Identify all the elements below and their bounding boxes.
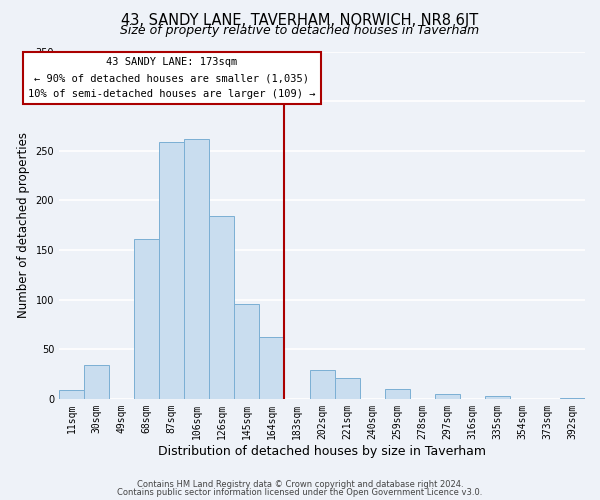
Text: Contains HM Land Registry data © Crown copyright and database right 2024.: Contains HM Land Registry data © Crown c… — [137, 480, 463, 489]
Text: 43 SANDY LANE: 173sqm
← 90% of detached houses are smaller (1,035)
10% of semi-d: 43 SANDY LANE: 173sqm ← 90% of detached … — [28, 58, 316, 98]
X-axis label: Distribution of detached houses by size in Taverham: Distribution of detached houses by size … — [158, 444, 486, 458]
Bar — [310, 370, 335, 399]
Text: Size of property relative to detached houses in Taverham: Size of property relative to detached ho… — [121, 24, 479, 37]
Bar — [235, 304, 259, 399]
Bar — [134, 239, 159, 399]
Bar — [485, 396, 510, 399]
Bar — [435, 394, 460, 399]
Y-axis label: Number of detached properties: Number of detached properties — [17, 132, 30, 318]
Bar — [184, 139, 209, 399]
Bar — [385, 389, 410, 399]
Text: Contains public sector information licensed under the Open Government Licence v3: Contains public sector information licen… — [118, 488, 482, 497]
Text: 43, SANDY LANE, TAVERHAM, NORWICH, NR8 6JT: 43, SANDY LANE, TAVERHAM, NORWICH, NR8 6… — [121, 12, 479, 28]
Bar — [560, 398, 585, 399]
Bar — [259, 338, 284, 399]
Bar — [335, 378, 359, 399]
Bar — [159, 142, 184, 399]
Bar — [209, 216, 235, 399]
Bar — [84, 365, 109, 399]
Bar — [59, 390, 84, 399]
